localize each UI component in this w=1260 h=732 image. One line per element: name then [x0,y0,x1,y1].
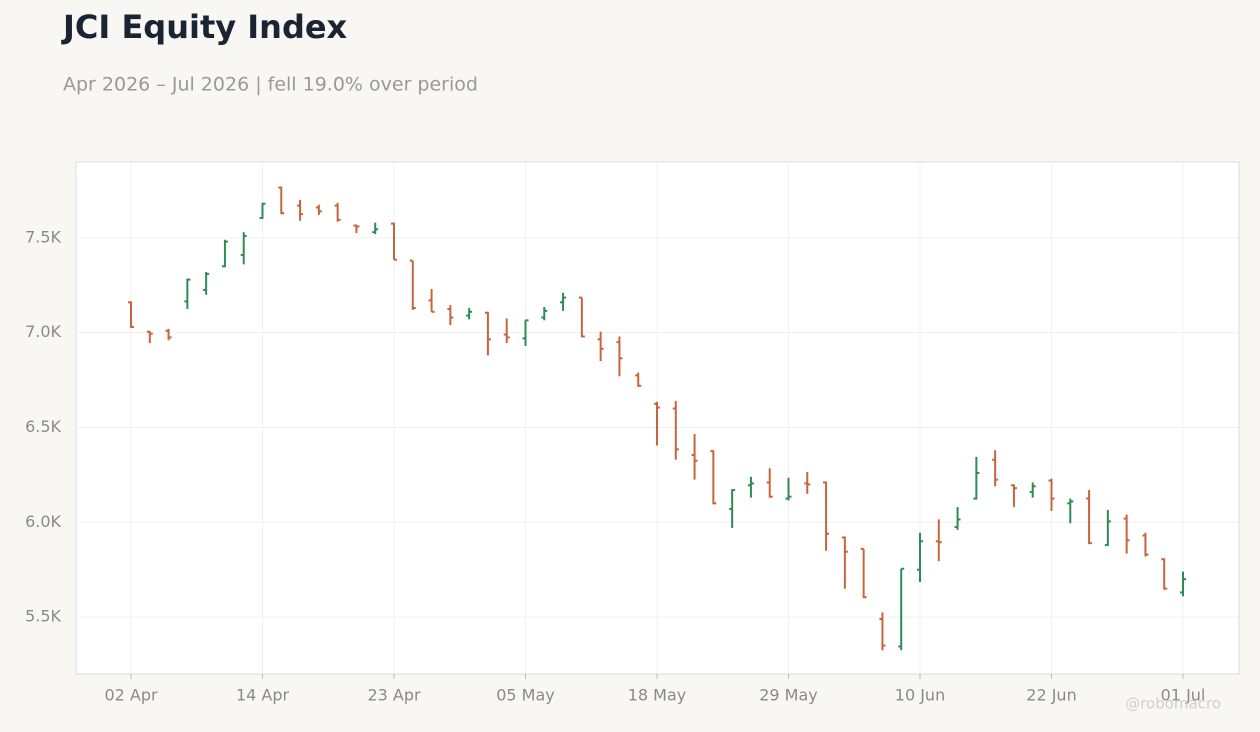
chart-title: JCI Equity Index [61,8,348,46]
x-tick-label: 29 May [759,686,818,705]
x-tick-label: 14 Apr [236,686,290,705]
y-tick-label: 6.0K [25,512,61,531]
x-tick-label: 23 Apr [367,686,421,705]
x-tick-label: 05 May [496,686,555,705]
y-tick-label: 6.5K [25,417,61,436]
x-tick-label: 10 Jun [895,686,945,705]
x-tick-label: 02 Apr [104,686,158,705]
x-tick-label: 22 Jun [1026,686,1076,705]
y-tick-label: 7.0K [25,322,61,341]
y-tick-label: 5.5K [25,607,61,626]
y-tick-label: 7.5K [25,227,61,246]
watermark: @robomacro [1125,695,1221,713]
x-tick-label: 18 May [628,686,687,705]
chart-subtitle: Apr 2026 – Jul 2026 | fell 19.0% over pe… [63,74,478,96]
x-tick-label: 01 Jul [1161,686,1206,705]
